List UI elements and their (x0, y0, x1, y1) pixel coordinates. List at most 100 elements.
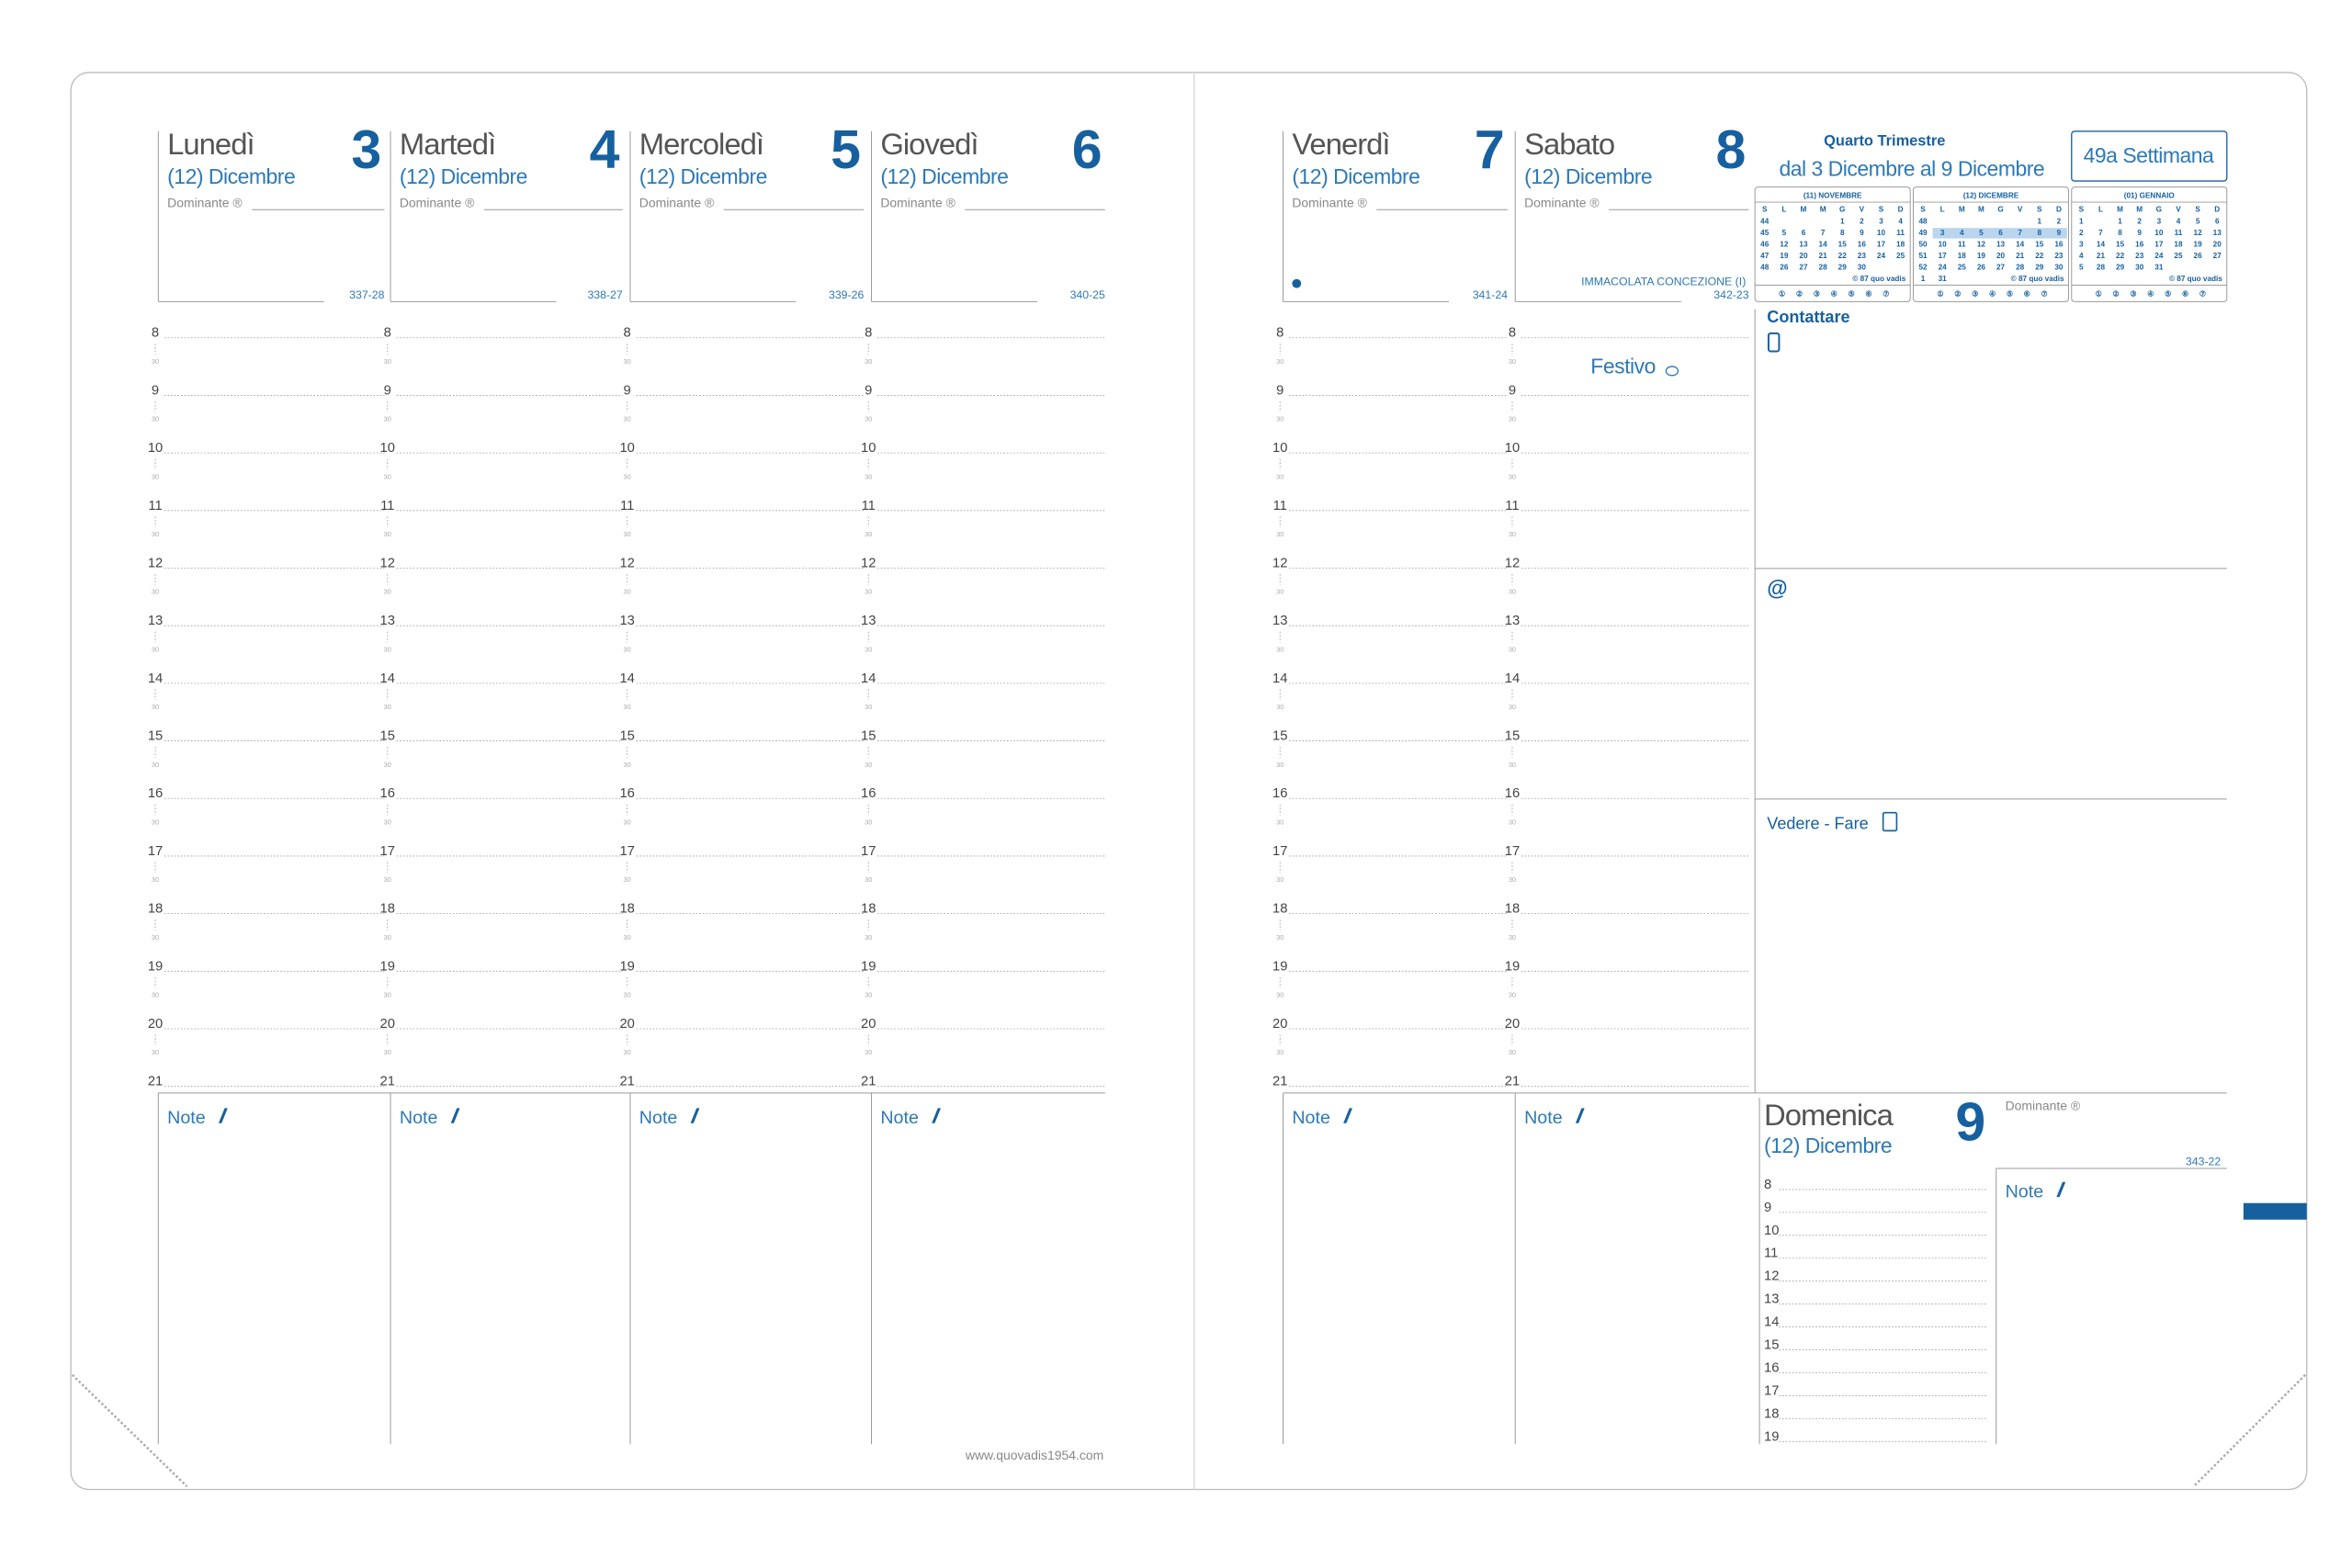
half-hour: 30 (152, 645, 159, 653)
hour: 10 (1272, 441, 1287, 456)
half-hour: 30 (152, 703, 159, 711)
quarter: Quarto Trimestre (1824, 133, 1945, 150)
hour: 17 (1505, 844, 1520, 859)
half-hour: 30 (1509, 933, 1516, 942)
dominant: Dominante ® (880, 195, 956, 209)
half-hour: 30 (624, 1048, 631, 1056)
day-name: Lunedì (167, 127, 254, 161)
calendar-weekday: S (1762, 205, 1768, 213)
half-hour: 30 (624, 645, 631, 653)
calendar-day: 21 (2016, 252, 2025, 260)
calendar-weekday: L (1781, 205, 1786, 213)
pencil-icon (450, 1108, 460, 1123)
hour: 14 (1764, 1315, 1779, 1330)
calendar-weekday: M (1959, 205, 1965, 213)
calendar-day: 29 (2035, 263, 2044, 271)
calendar-day: 26 (1780, 263, 1789, 271)
hour: 19 (861, 959, 876, 974)
festivo: Festivo (1590, 355, 1656, 378)
half-hour: 30 (1509, 588, 1516, 596)
calendar-day: 12 (1977, 241, 1986, 249)
calendar-weekday: M (1801, 205, 1807, 213)
calendar-weekday: M (2117, 205, 2123, 213)
calendar-day: 19 (1780, 252, 1789, 260)
hour: 19 (380, 959, 395, 974)
calendar-day: 30 (2135, 263, 2144, 271)
calendar-box (1912, 186, 2069, 302)
hour: 12 (148, 556, 163, 570)
hour: 16 (148, 786, 163, 801)
calendar-weekday: S (2037, 205, 2042, 213)
calendar-weekday: M (1820, 205, 1826, 213)
half-hour: 30 (152, 415, 159, 423)
calendar-day: 15 (2116, 241, 2125, 249)
half-hour: 30 (1509, 1048, 1516, 1056)
note-label: Note (1292, 1108, 1330, 1128)
hour: 16 (380, 786, 395, 801)
calendar-day: 20 (1799, 252, 1808, 260)
half-hour: 30 (384, 703, 391, 711)
half-hour: 30 (624, 472, 631, 480)
half-hour: 30 (152, 1048, 159, 1056)
calendar-day: 20 (1996, 252, 2006, 260)
calendar-day: 8 (2118, 229, 2122, 237)
day-name: Venerdì (1292, 127, 1389, 161)
hour: 20 (619, 1017, 634, 1032)
calendar-day: 44 (1760, 218, 1770, 226)
half-hour: 30 (865, 415, 872, 423)
calendar-day: 16 (1858, 241, 1867, 249)
day-month: (12) Dicembre (1764, 1134, 1892, 1157)
note-label: Note (400, 1108, 438, 1128)
calendar-day: 21 (2097, 252, 2106, 260)
half-hour: 30 (624, 530, 631, 538)
calendar-day: 3 (2079, 241, 2084, 249)
calendar-day: 10 (1877, 229, 1886, 237)
hour: 16 (619, 786, 634, 801)
calendar-day: 17 (2154, 241, 2164, 249)
day-code: 343-22 (2186, 1156, 2221, 1168)
half-hour: 30 (624, 415, 631, 423)
phone-icon (1767, 332, 1781, 353)
half-hour: 30 (1509, 357, 1516, 366)
half-hour: 30 (624, 357, 631, 366)
hour: 21 (1505, 1075, 1520, 1089)
dominant: Dominante ® (167, 195, 243, 209)
calendar-day: 14 (2097, 241, 2106, 249)
hour: 18 (1764, 1406, 1779, 1421)
half-hour: 30 (1509, 415, 1516, 423)
circle-number: ③ (1814, 289, 1820, 298)
calendar-day: 17 (1877, 241, 1886, 249)
circle-number: ⑥ (2024, 289, 2030, 298)
calendar-day: 8 (1840, 229, 1845, 237)
hour: 15 (1764, 1338, 1779, 1353)
calendar-day: 14 (2016, 241, 2025, 249)
hour: 14 (619, 671, 634, 686)
circle-number: ⑥ (1865, 289, 1871, 298)
half-hour: 30 (865, 588, 872, 596)
calendar-day: 1 (2118, 218, 2122, 226)
hour: 14 (148, 671, 163, 686)
marker-dot (1292, 278, 1302, 288)
hour: 18 (1272, 902, 1287, 917)
week-tab-label: 49 (2251, 1208, 2260, 1216)
calendar-day: 31 (1939, 275, 1948, 283)
calendar-weekday: G (1839, 205, 1845, 213)
day-name: Martedì (400, 127, 495, 161)
half-hour: 30 (384, 1048, 391, 1056)
calendar-day: 2 (2137, 218, 2142, 226)
circle-number: ⑦ (2199, 289, 2206, 298)
calendar-day: 25 (2174, 252, 2183, 260)
calendar-day: 50 (1918, 241, 1928, 249)
hour: 20 (861, 1017, 876, 1032)
hour: 15 (1505, 729, 1520, 744)
hour: 19 (1505, 959, 1520, 974)
calendar-day: 48 (1760, 263, 1770, 271)
calendar-day: 29 (2116, 263, 2125, 271)
calendar-weekday: S (1920, 205, 1926, 213)
calendar-weekday: V (2018, 205, 2023, 213)
hour: 18 (861, 902, 876, 917)
day-code: 339-26 (829, 288, 864, 301)
pencil-icon (690, 1108, 700, 1123)
calendar-day: 9 (2137, 229, 2142, 237)
